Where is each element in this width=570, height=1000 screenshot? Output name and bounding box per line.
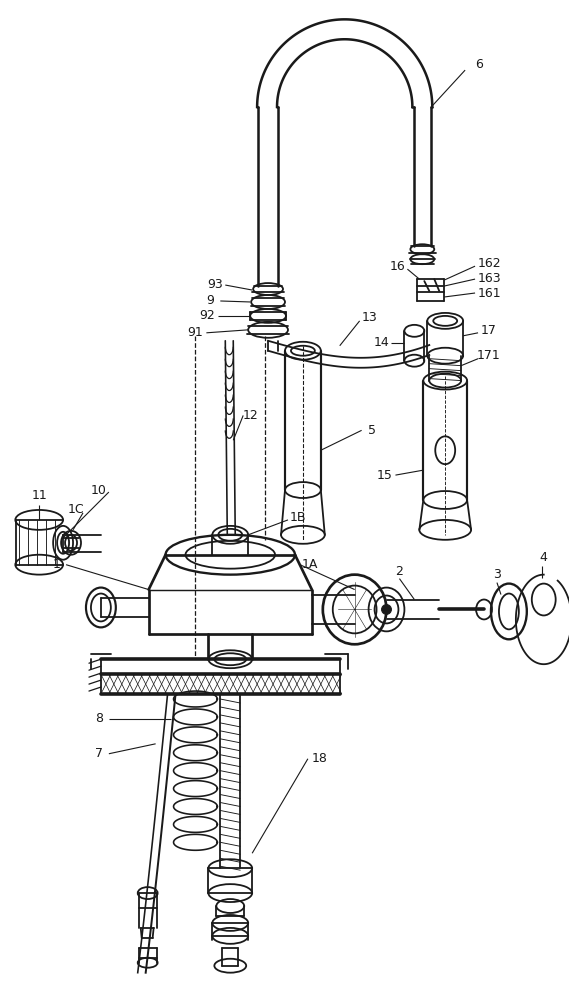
Text: 1: 1 [52, 558, 60, 571]
Text: 6: 6 [475, 58, 483, 71]
Text: 5: 5 [368, 424, 376, 437]
Text: 161: 161 [477, 287, 501, 300]
Text: 7: 7 [95, 747, 103, 760]
Text: 17: 17 [481, 324, 497, 337]
Text: 1C: 1C [68, 503, 84, 516]
Text: 12: 12 [242, 409, 258, 422]
Text: 8: 8 [95, 712, 103, 725]
Ellipse shape [381, 604, 392, 614]
Text: 11: 11 [31, 489, 47, 502]
Text: 16: 16 [389, 260, 405, 273]
Text: 13: 13 [362, 311, 377, 324]
Text: 162: 162 [477, 257, 501, 270]
Text: 9: 9 [206, 294, 214, 307]
Text: 18: 18 [312, 752, 328, 765]
Text: 91: 91 [188, 326, 203, 339]
Text: 10: 10 [91, 484, 107, 497]
Text: 93: 93 [207, 278, 223, 291]
Text: 15: 15 [377, 469, 393, 482]
Text: 3: 3 [493, 568, 501, 581]
Text: 1B: 1B [290, 511, 306, 524]
Text: 171: 171 [477, 349, 501, 362]
Text: 14: 14 [374, 336, 389, 349]
Text: 92: 92 [200, 309, 215, 322]
Text: 1A: 1A [302, 558, 318, 571]
Text: 163: 163 [477, 272, 501, 285]
Text: 2: 2 [396, 565, 404, 578]
Text: 4: 4 [540, 551, 548, 564]
